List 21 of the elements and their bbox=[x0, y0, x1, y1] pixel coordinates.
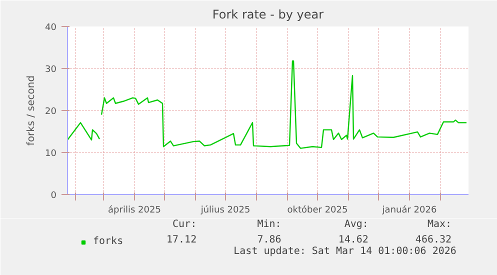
text: 7.86 bbox=[257, 234, 282, 246]
y-tick-label: 40 bbox=[45, 23, 57, 33]
x-tick-label: október 2025 bbox=[287, 204, 348, 216]
legend-label: forks bbox=[93, 236, 124, 247]
x-tick-label: július 2025 bbox=[200, 204, 250, 216]
text: Avg: bbox=[344, 219, 368, 230]
text: 14.62 bbox=[338, 234, 368, 246]
text: Last update: Sat Mar 14 01:00:06 2026 bbox=[234, 246, 456, 257]
text: 466.32 bbox=[415, 234, 452, 246]
y-tick-label: 0 bbox=[50, 191, 57, 201]
x-tick-label: január 2026 bbox=[381, 204, 437, 216]
text: Min: bbox=[257, 219, 282, 230]
y-tick-label: 20 bbox=[45, 107, 57, 117]
text: Max: bbox=[427, 219, 452, 230]
y-tick-label: 10 bbox=[45, 149, 57, 159]
chart-title: Fork rate - by year bbox=[212, 8, 324, 22]
y-axis-title: forks / second bbox=[26, 75, 38, 146]
text: Cur: bbox=[172, 219, 197, 230]
y-tick-label: 30 bbox=[45, 65, 57, 75]
x-tick-label: április 2025 bbox=[108, 204, 161, 216]
text: 17.12 bbox=[166, 234, 197, 246]
